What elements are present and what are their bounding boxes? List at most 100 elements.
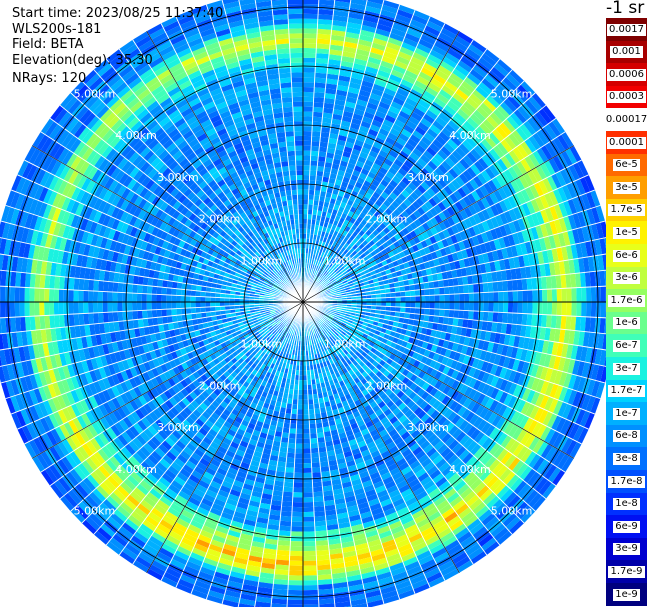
range-gate: [311, 136, 321, 142]
range-gate: [287, 599, 303, 605]
range-gate: [519, 123, 533, 139]
range-gate: [586, 286, 592, 302]
range-gate: [334, 99, 346, 107]
range-gate: [532, 132, 545, 148]
range-gate: [332, 272, 338, 278]
range-gate: [419, 153, 431, 165]
range-gate: [396, 114, 409, 125]
range-gate: [479, 102, 494, 116]
range-gate: [318, 250, 323, 257]
range-gate: [429, 288, 435, 296]
range-gate: [324, 162, 333, 169]
ray: [302, 0, 400, 303]
range-gate: [516, 279, 523, 291]
range-gate: [475, 187, 485, 200]
range-gate: [444, 156, 456, 168]
range-gate: [468, 310, 474, 320]
range-gate: [492, 145, 505, 159]
range-gate: [342, 110, 354, 118]
range-gate: [327, 274, 333, 280]
range-gate: [452, 68, 467, 81]
range-gate: [434, 287, 440, 296]
range-gate: [287, 447, 296, 454]
range-gate: [370, 47, 385, 56]
range-gate: [413, 79, 428, 91]
range-gate: [517, 302, 523, 314]
range-gate: [442, 316, 449, 325]
range-gate: [337, 190, 346, 198]
range-gate: [493, 302, 499, 313]
range-gate: [309, 175, 317, 181]
range-gate: [303, 67, 316, 73]
range-gate: [422, 190, 433, 201]
range-gate: [314, 520, 327, 527]
range-gate: [472, 201, 482, 214]
range-gate: [536, 276, 543, 290]
range-gate: [359, 252, 367, 259]
range-gate: [329, 251, 335, 257]
range-gate: [502, 76, 518, 92]
range-gate: [401, 42, 417, 53]
range-gate: [458, 198, 469, 210]
range-gate: [430, 101, 444, 113]
range-gate: [377, 195, 387, 204]
range-gate: [531, 167, 543, 183]
range-gate: [429, 295, 435, 302]
range-gate: [448, 286, 455, 295]
range-gate: [392, 188, 402, 197]
range-gate: [361, 239, 369, 247]
range-gate: [316, 284, 322, 289]
range-gate: [407, 182, 418, 192]
range-gate: [309, 423, 317, 429]
range-gate: [368, 239, 376, 247]
range-gate: [487, 179, 498, 193]
range-gate: [420, 66, 435, 78]
range-gate: [416, 157, 428, 168]
range-gate: [520, 80, 536, 97]
range-gate: [281, 506, 293, 512]
range-gate: [430, 156, 442, 168]
range-gate: [401, 189, 411, 199]
range-gate: [357, 249, 364, 256]
range-gate: [312, 269, 316, 275]
range-gate: [404, 69, 419, 80]
range-gate: [360, 168, 370, 176]
range-gate: [343, 242, 350, 249]
range-gate: [322, 263, 327, 270]
range-gate: [362, 163, 372, 172]
range-gate: [349, 2, 366, 11]
range-gate: [346, 245, 353, 252]
range-gate: [482, 98, 497, 112]
range-gate: [317, 19, 333, 26]
range-gate: [318, 261, 323, 268]
range-gate: [310, 150, 319, 157]
range-gate: [313, 281, 318, 287]
range-gate: [280, 510, 292, 517]
range-gate: [297, 394, 303, 400]
range-gate: [365, 175, 374, 184]
range-gate: [476, 105, 490, 119]
range-gate: [386, 195, 395, 204]
range-gate: [318, 200, 325, 207]
range-gate: [490, 204, 500, 217]
range-gate: [320, 281, 325, 286]
range-gate: [439, 302, 445, 310]
range-gate: [520, 158, 532, 173]
range-gate: [397, 167, 408, 177]
range-gate: [542, 289, 548, 302]
range-gate: [310, 452, 320, 459]
range-gate: [311, 457, 320, 464]
range-gate: [364, 191, 373, 200]
range-gate: [289, 428, 297, 434]
ray-separator: [302, 117, 557, 303]
range-gate: [312, 275, 317, 281]
range-gate: [324, 259, 330, 266]
range-gate: [473, 145, 486, 158]
range-gate: [285, 462, 295, 468]
ray-separator: [302, 9, 416, 303]
range-gate: [303, 448, 311, 454]
range-gate: [566, 287, 572, 302]
range-gate: [486, 218, 495, 231]
range-gate: [476, 199, 486, 212]
range-gate: [332, 15, 349, 23]
